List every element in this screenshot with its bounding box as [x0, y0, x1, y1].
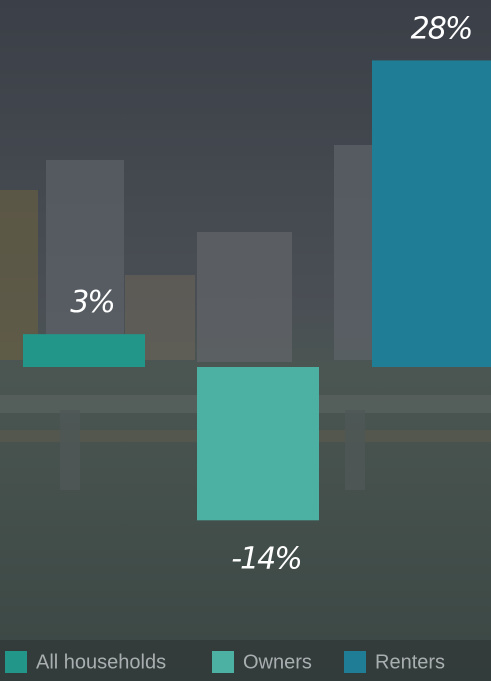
bar	[197, 367, 319, 521]
legend-label: Owners	[243, 651, 312, 673]
bar	[372, 60, 491, 368]
bar	[23, 334, 145, 367]
legend-label: Renters	[375, 651, 445, 673]
legend-swatch	[5, 651, 27, 673]
value-label: 3%	[70, 285, 114, 320]
value-label: 28%	[411, 11, 472, 46]
legend-swatch	[344, 651, 366, 673]
value-label: -14%	[231, 541, 301, 576]
legend-swatch	[212, 651, 234, 673]
legend-label: All households	[36, 651, 166, 673]
